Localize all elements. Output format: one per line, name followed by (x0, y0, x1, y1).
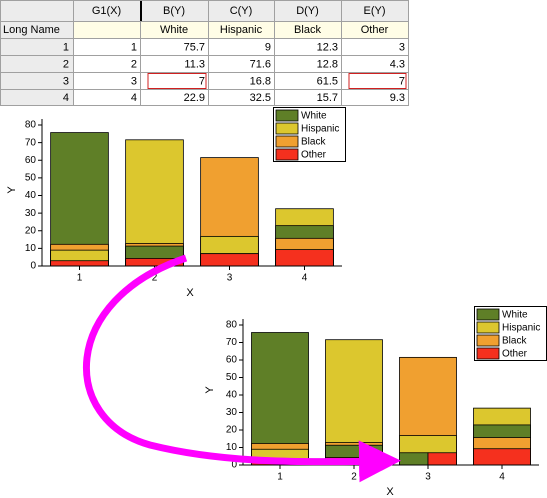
y-tick-label: 20 (25, 225, 37, 236)
cell (341, 89, 409, 106)
highlight (147, 73, 207, 89)
row-number: 3 (63, 75, 69, 87)
y-tick-label: 40 (226, 390, 238, 401)
column-header: B(Y) (163, 5, 185, 17)
legend-swatch (275, 122, 299, 135)
x-axis-label: X (186, 287, 194, 299)
cell-value: 3 (131, 75, 137, 87)
cell-value: 7 (199, 75, 205, 87)
y-tick-label: 80 (25, 120, 37, 131)
y-tick-label: 80 (226, 320, 238, 331)
cell-value: 1 (131, 41, 137, 53)
column-header: G1(X) (92, 5, 121, 17)
column-header: D(Y) (296, 5, 319, 17)
legend-label: Hispanic (301, 124, 339, 135)
x-tick-label: 2 (152, 273, 158, 284)
column-header: E(Y) (364, 5, 386, 17)
y-axis-label: Y (6, 186, 18, 194)
cell-value: 15.7 (317, 92, 338, 104)
x-tick-label: 4 (302, 273, 308, 284)
chart: 1 2 3 401020304050607080XYWhiteHispanicBlac… (204, 306, 547, 498)
legend-swatch (275, 135, 299, 148)
y-tick-label: 50 (25, 173, 37, 184)
legend-label: White (502, 310, 528, 321)
row-header: Long Name (3, 24, 60, 36)
legend-label: Other (301, 150, 327, 161)
y-tick-label: 10 (25, 243, 37, 254)
row-number: 1 (63, 41, 69, 53)
x-tick-label: 4 (499, 472, 505, 483)
bar (275, 249, 334, 267)
column-header: C(Y) (230, 5, 253, 17)
cell-value: 12.8 (317, 58, 338, 70)
worksheet: G1(X) B(Y) C(Y) D(Y) E(Y) Long Name White Hispa… (0, 0, 409, 106)
cell-value: 9 (265, 41, 271, 53)
legend-label: Hispanic (502, 323, 540, 334)
legend-label: Black (301, 137, 326, 148)
cell-value: 4.3 (390, 58, 405, 70)
long-name: Black (294, 24, 321, 36)
y-tick-label: 60 (226, 355, 238, 366)
cell-value: 16.8 (250, 75, 271, 87)
y-tick-label: 30 (25, 208, 37, 219)
cell-value: 7 (399, 75, 405, 87)
y-tick-label: 10 (226, 442, 238, 453)
cell-value: 2 (131, 58, 137, 70)
y-tick-label: 60 (25, 155, 37, 166)
legend-label: Other (502, 349, 528, 360)
long-name: Other (361, 24, 389, 36)
chart: 1 2 3 401020304050607080XYWhiteHispanicBlac… (6, 107, 346, 299)
charts: 1 2 3 401020304050607080XYWhiteHispanicBlac… (6, 107, 547, 498)
legend-label: Black (502, 336, 527, 347)
bar (251, 332, 309, 466)
cell-value: 3 (399, 41, 405, 53)
row-number: 2 (63, 58, 69, 70)
highlight (348, 73, 407, 89)
y-tick-label: 40 (25, 190, 37, 201)
bar (50, 260, 109, 267)
bar (473, 448, 531, 466)
y-tick-label: 0 (231, 460, 237, 471)
y-tick-label: 70 (25, 137, 37, 148)
y-tick-label: 50 (226, 372, 238, 383)
legend-swatch (476, 321, 500, 334)
x-tick-label: 3 (425, 472, 431, 483)
cell-value: 11.3 (184, 58, 205, 70)
y-tick-label: 30 (226, 407, 238, 418)
y-tick-label: 70 (226, 337, 238, 348)
legend-swatch (275, 109, 299, 122)
y-axis-label: Y (204, 386, 216, 394)
legend-label: White (301, 111, 327, 122)
x-axis-label: X (386, 486, 394, 498)
cell-value: 61.5 (317, 75, 338, 87)
legend-swatch (476, 347, 500, 360)
y-tick-label: 0 (30, 261, 36, 272)
cell (0, 0, 74, 22)
row-number: 4 (63, 92, 69, 104)
legend-swatch (476, 308, 500, 321)
cell-value: 71.6 (250, 58, 271, 70)
cell-value: 4 (131, 92, 137, 104)
x-tick-label: 2 (351, 472, 357, 483)
cell-value: 9.3 (390, 92, 405, 104)
x-tick-label: 3 (227, 273, 233, 284)
cell-value: 12.3 (317, 41, 338, 53)
bar (50, 132, 109, 267)
y-tick-label: 20 (226, 425, 238, 436)
x-tick-label: 1 (77, 273, 83, 284)
cell (73, 21, 141, 39)
cell-value: 32.5 (250, 92, 271, 104)
legend-swatch (275, 148, 299, 161)
legend-swatch (476, 334, 500, 347)
x-tick-label: 1 (277, 472, 283, 483)
bar (427, 452, 457, 466)
cell-value: 75.7 (184, 41, 205, 53)
long-name: White (160, 24, 188, 36)
cell-value: 22.9 (184, 92, 205, 104)
arrow (83, 254, 401, 483)
long-name: Hispanic (220, 24, 263, 36)
bar (200, 253, 259, 267)
bar (399, 452, 429, 466)
